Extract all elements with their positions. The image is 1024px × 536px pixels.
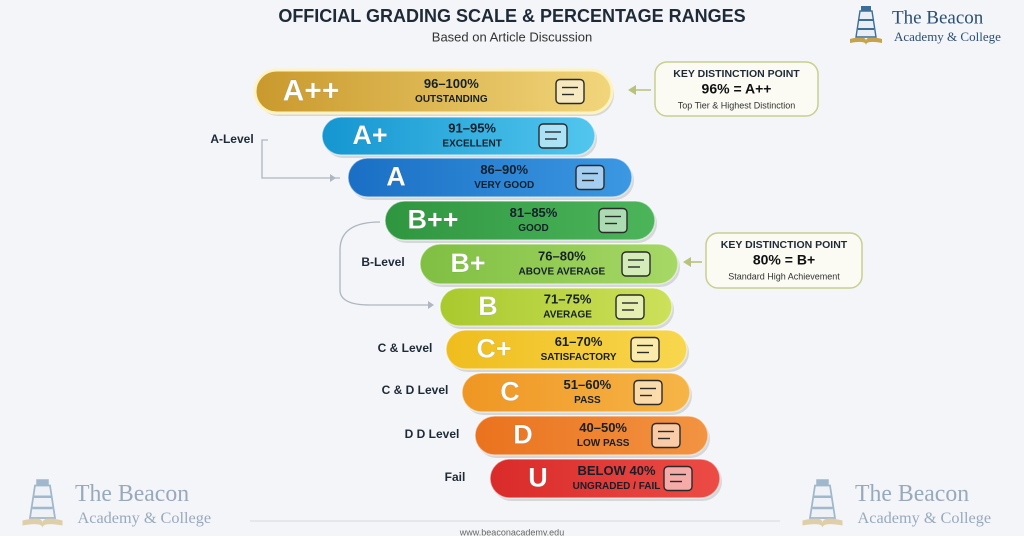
logo-lighthouse xyxy=(808,484,837,519)
grade-icon xyxy=(615,294,645,320)
grade-range: 76–80% xyxy=(538,248,586,263)
grade-icon xyxy=(538,123,568,149)
grade-letter: C xyxy=(500,377,520,407)
callout-note: Standard High Achievement xyxy=(728,271,840,281)
grade-letter: D xyxy=(513,420,533,450)
logo-book xyxy=(22,518,63,528)
logo-tagline: Academy & College xyxy=(894,29,1001,44)
callout-rule: 80% = B+ xyxy=(753,252,815,268)
callout-arrow-head xyxy=(628,85,636,95)
grade-range: 91–95% xyxy=(448,120,496,135)
grade-letter: A xyxy=(386,162,406,192)
grade-range: 61–70% xyxy=(555,334,603,349)
callout-note: Top Tier & Highest Distinction xyxy=(678,100,796,110)
grade-icon xyxy=(621,251,651,277)
grade-letter: B+ xyxy=(450,248,485,278)
grade-icon xyxy=(633,379,663,406)
grade-range: 96–100% xyxy=(424,76,479,91)
logo-lighthouse xyxy=(28,484,57,519)
a-level-bracket xyxy=(261,139,340,179)
callout-arrow-head xyxy=(683,257,691,267)
arrow-head xyxy=(428,301,434,309)
b-level-bracket xyxy=(339,221,432,306)
grade-label: PASS xyxy=(574,395,601,406)
grade-bar xyxy=(347,157,633,198)
logo-lamp xyxy=(36,479,49,486)
grade-label: VERY GOOD xyxy=(474,180,534,191)
grade-label: UNGRADED / FAIL xyxy=(573,481,661,492)
level-label: Fail xyxy=(445,470,466,484)
logo-lamp xyxy=(816,479,829,486)
grade-icon xyxy=(555,78,585,105)
grade-icon xyxy=(630,336,660,363)
grade-icon xyxy=(575,164,605,191)
grade-bar xyxy=(419,243,679,285)
logo-book xyxy=(850,37,882,45)
grade-range: 40–50% xyxy=(579,420,627,435)
grade-icon xyxy=(651,422,681,449)
level-label: A-Level xyxy=(210,132,253,146)
logo-name: The Beacon xyxy=(75,481,189,507)
arrow-head xyxy=(330,174,336,182)
grade-bar xyxy=(489,458,721,499)
grade-bar xyxy=(461,372,691,413)
logo: The Beacon Academy & College xyxy=(22,479,212,528)
grade-label: ABOVE AVERAGE xyxy=(519,267,606,278)
grade-icon xyxy=(663,465,693,492)
grade-bar xyxy=(474,415,709,456)
grade-label: GOOD xyxy=(518,223,549,234)
grade-icon xyxy=(598,207,628,234)
logo-lamp xyxy=(861,6,871,11)
grade-bar xyxy=(253,68,614,115)
logo-name: The Beacon xyxy=(855,481,969,507)
level-label: D D Level xyxy=(405,427,460,441)
grade-range: 81–85% xyxy=(510,205,558,220)
grade-letter: B++ xyxy=(407,205,458,235)
grade-bar xyxy=(445,329,688,370)
grade-label: AVERAGE xyxy=(543,310,592,321)
callout-box xyxy=(705,232,863,289)
grade-letter: A+ xyxy=(352,120,387,150)
level-label: C & Level xyxy=(378,341,433,355)
footer-url: www.beaconacademy.edu xyxy=(459,527,564,536)
grade-letter: C+ xyxy=(476,334,511,364)
callout-box xyxy=(654,61,819,117)
level-label: B-Level xyxy=(361,255,404,269)
logo-tagline: Academy & College xyxy=(858,509,992,527)
grade-label: OUTSTANDING xyxy=(415,94,488,105)
logo-lighthouse xyxy=(855,10,877,38)
grade-letter: A++ xyxy=(283,74,340,107)
logo-book xyxy=(802,518,843,528)
grade-range: 51–60% xyxy=(564,377,612,392)
grade-letter: U xyxy=(528,463,548,493)
grade-label: LOW PASS xyxy=(577,438,630,449)
grade-label: SATISFACTORY xyxy=(541,352,617,363)
callout-heading: KEY DISTINCTION POINT xyxy=(721,239,848,251)
grade-label: EXCELLENT xyxy=(442,139,501,150)
grade-range: 86–90% xyxy=(480,162,528,177)
logo-tagline: Academy & College xyxy=(78,509,212,527)
grade-bar xyxy=(439,287,673,327)
callout-heading: KEY DISTINCTION POINT xyxy=(673,68,800,80)
grade-letter: B xyxy=(478,291,498,321)
subtitle: Based on Article Discussion xyxy=(432,29,592,44)
grade-range: 71–75% xyxy=(544,291,592,306)
level-label: C & D Level xyxy=(382,383,449,397)
logo: The Beacon Academy & College xyxy=(802,479,992,528)
title: OFFICIAL GRADING SCALE & PERCENTAGE RANG… xyxy=(278,6,745,26)
callout-rule: 96% = A++ xyxy=(702,81,772,97)
grade-bar xyxy=(321,116,596,156)
grade-range: BELOW 40% xyxy=(577,463,655,478)
grade-bar xyxy=(384,200,656,241)
logo-name: The Beacon xyxy=(892,7,984,28)
